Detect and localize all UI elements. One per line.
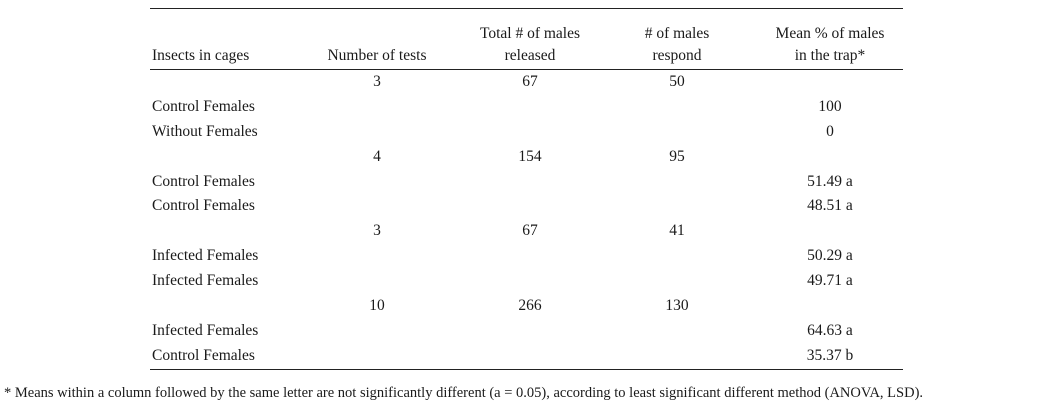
table-footnote: * Means within a column followed by the … — [4, 385, 924, 401]
cell-insects: Infected Females — [152, 272, 259, 290]
cell-mean-percent: 35.37 b — [806, 346, 854, 364]
cell-mean-percent: 100 — [818, 97, 842, 115]
cell-mean-percent: 51.49 a — [807, 172, 853, 190]
cell-insects: Without Females — [152, 122, 258, 140]
header-insects: Insects in cages — [152, 47, 250, 64]
cell-mean-percent: 0 — [826, 122, 834, 140]
cell-insects: Control Females — [152, 172, 255, 190]
cell-insects: Control Females — [152, 346, 255, 364]
cell-tests: 3 — [373, 222, 381, 240]
cell-males-respond: 50 — [669, 73, 685, 90]
header-total-released: Total # of males released — [479, 25, 581, 64]
table-header-rule — [150, 69, 903, 70]
cell-mean-percent: 64.63 a — [807, 321, 853, 339]
table-row: Control Females 48.51 a — [150, 194, 903, 219]
table-top-rule — [150, 8, 903, 9]
cell-mean-percent: 49.71 a — [807, 272, 853, 290]
header-tests: Number of tests — [327, 47, 427, 64]
cell-males-respond: 130 — [665, 297, 689, 315]
table-row: Control Females 51.49 a — [150, 170, 903, 195]
table-header: Insects in cages Number of tests Total #… — [150, 9, 903, 69]
table-row: 3 67 50 — [150, 70, 903, 95]
cell-insects: Infected Females — [152, 247, 259, 265]
cell-mean-percent: 48.51 a — [807, 197, 853, 215]
cell-tests: 3 — [373, 73, 381, 90]
table-row: 10 266 130 — [150, 294, 903, 319]
table-row: Infected Females 49.71 a — [150, 269, 903, 294]
cell-total-released: 266 — [518, 297, 542, 315]
cell-total-released: 67 — [522, 73, 538, 90]
cell-insects: Control Females — [152, 197, 255, 215]
cell-insects: Control Females — [152, 97, 255, 115]
table-row: Infected Females 64.63 a — [150, 319, 903, 344]
table-row: Without Females 0 — [150, 120, 903, 145]
cell-total-released: 67 — [522, 222, 538, 240]
header-males-respond: # of males respond — [644, 25, 710, 64]
cell-insects: Infected Females — [152, 321, 259, 339]
data-table: Insects in cages Number of tests Total #… — [150, 8, 903, 370]
cell-males-respond: 41 — [669, 222, 685, 240]
cell-tests: 4 — [373, 147, 381, 165]
cell-mean-percent: 50.29 a — [807, 247, 853, 265]
table-row: Control Females 35.37 b — [150, 344, 903, 369]
table-row: 4 154 95 — [150, 145, 903, 170]
header-mean-percent: Mean % of males in the trap* — [775, 25, 885, 64]
table-body: 3 67 50 Control Females 100 Without Females 0 4… — [150, 70, 903, 369]
cell-total-released: 154 — [518, 147, 542, 165]
cell-males-respond: 95 — [669, 147, 685, 165]
cell-tests: 10 — [369, 297, 385, 315]
table-bottom-rule — [150, 368, 903, 370]
table-row: Control Females 100 — [150, 95, 903, 120]
table-row: Infected Females 50.29 a — [150, 244, 903, 269]
table-row: 3 67 41 — [150, 219, 903, 244]
